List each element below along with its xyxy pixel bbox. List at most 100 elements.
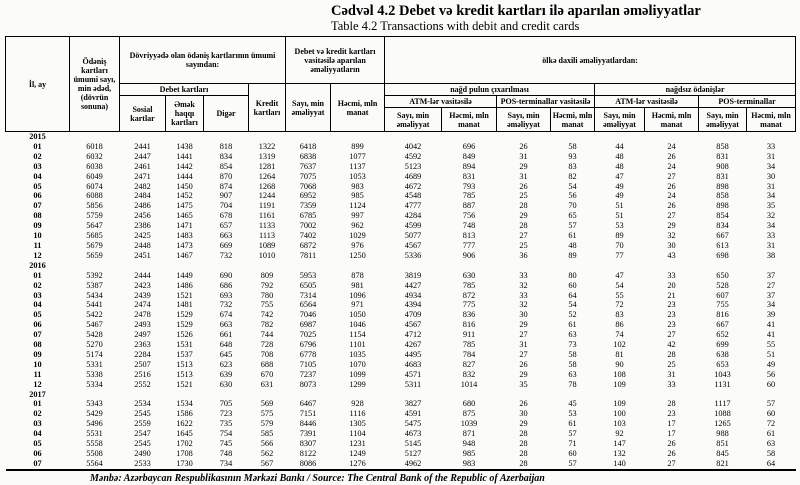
value-cell: 29: [519, 419, 528, 429]
value-cell: 2363: [134, 340, 151, 350]
value-cell: 1113: [259, 231, 275, 241]
month-cell: 04: [33, 300, 42, 310]
month-cell: 07: [33, 330, 42, 340]
value-cell: 1039: [460, 419, 478, 429]
month-cell: 06: [33, 449, 42, 458]
value-cell: 4267: [404, 340, 422, 350]
value-cell: 53: [568, 409, 577, 419]
value-cell: 53: [615, 221, 624, 231]
value-cell: 54: [568, 300, 577, 310]
month-cell: 12: [33, 379, 42, 389]
value-cell: 6564: [299, 300, 317, 310]
value-cell: 51: [615, 201, 624, 211]
value-cell: 31: [519, 171, 528, 181]
value-cell: 745: [219, 439, 233, 449]
value-cell: 4567: [404, 320, 422, 330]
value-cell: 64: [568, 290, 577, 300]
value-cell: 5531: [86, 429, 103, 439]
value-cell: 1465: [176, 211, 193, 221]
value-cell: 31: [766, 151, 776, 161]
value-cell: 898: [716, 181, 729, 191]
value-cell: 1264: [258, 171, 276, 181]
value-cell: 756: [462, 211, 476, 221]
value-cell: 26: [667, 201, 676, 211]
value-cell: 47: [615, 270, 624, 280]
value-cell: 31: [766, 181, 776, 191]
value-cell: 657: [219, 221, 233, 231]
value-cell: 4042: [404, 141, 422, 151]
value-cell: 49: [766, 359, 776, 369]
value-cell: 688: [260, 359, 274, 369]
value-cell: 5336: [404, 250, 422, 260]
value-cell: 630: [219, 379, 233, 389]
value-cell: 1276: [330, 458, 385, 471]
value-cell: 1133: [258, 221, 276, 231]
value-cell: 39: [766, 310, 776, 320]
value-cell: 30: [766, 171, 776, 181]
value-cell: 26: [667, 151, 676, 161]
value-cell: 4495: [404, 349, 422, 359]
value-cell: 4689: [404, 171, 422, 181]
value-cell: 962: [351, 221, 364, 231]
value-cell: 1131: [714, 379, 731, 389]
value-cell: 28: [496, 458, 551, 471]
value-cell: 870: [219, 171, 233, 181]
value-cell: 5174: [86, 349, 103, 359]
value-cell: 26: [667, 181, 676, 191]
header-cashless-atm-group: ATM-lər vasitəsilə: [594, 95, 700, 108]
value-cell: 777: [462, 240, 476, 250]
month-cell: 01: [33, 399, 42, 409]
value-cell: 728: [260, 340, 274, 350]
value-cell: 831: [716, 171, 729, 181]
value-cell: 983: [351, 181, 364, 191]
value-cell: 5429: [86, 409, 103, 419]
value-cell: 2447: [134, 151, 151, 161]
value-cell: 6838: [299, 151, 317, 161]
value-cell: 1088: [714, 409, 731, 419]
value-cell: 33: [519, 270, 528, 280]
value-cell: 653: [716, 359, 729, 369]
value-cell: 5953: [299, 270, 317, 280]
month-cell: 05: [33, 310, 42, 320]
year-row: 2015: [6, 132, 796, 142]
value-cell: 2484: [134, 191, 151, 201]
value-cell: 8073: [299, 379, 317, 389]
value-cell: 89: [568, 250, 577, 260]
value-cell: 93: [568, 151, 577, 161]
value-cell: 663: [219, 320, 233, 330]
month-cell: 02: [33, 151, 42, 161]
value-cell: 690: [219, 270, 233, 280]
header-total-cards: Ödəniş kartları ümumi sayı, min ədəd, (d…: [69, 36, 120, 132]
value-cell: 2552: [134, 379, 151, 389]
value-cell: 109: [613, 379, 626, 389]
value-cell: 5685: [86, 231, 103, 241]
value-cell: 971: [351, 300, 364, 310]
value-cell: 20: [667, 280, 676, 290]
value-cell: 2545: [134, 409, 151, 419]
value-cell: 2444: [134, 270, 151, 280]
value-cell: 2439: [134, 290, 151, 300]
value-cell: 33: [667, 270, 676, 280]
value-cell: 744: [260, 330, 274, 340]
value-cell: 1117: [714, 399, 731, 409]
value-cell: 5392: [86, 270, 103, 280]
value-cell: 83: [568, 161, 577, 171]
month-cell: 11: [33, 369, 42, 379]
value-cell: 6049: [86, 171, 103, 181]
table-row: 12 5659 2451 1467 732 1010 7811 1250 5336 906 36 89…: [6, 251, 796, 261]
value-cell: 28: [519, 221, 528, 231]
month-cell: 10: [33, 359, 42, 369]
value-cell: 7391: [299, 429, 317, 439]
value-cell: 1452: [176, 191, 193, 201]
value-cell: 875: [462, 409, 476, 419]
value-cell: 92: [615, 429, 624, 439]
value-cell: 1526: [176, 330, 193, 340]
value-cell: 4394: [404, 300, 422, 310]
value-cell: 140: [594, 458, 645, 471]
value-cell: 33: [766, 231, 776, 241]
value-cell: 7075: [299, 171, 317, 181]
month-cell: 04: [33, 171, 42, 181]
value-cell: 613: [716, 240, 729, 250]
value-cell: 26: [519, 399, 528, 409]
value-cell: 4709: [404, 310, 422, 320]
